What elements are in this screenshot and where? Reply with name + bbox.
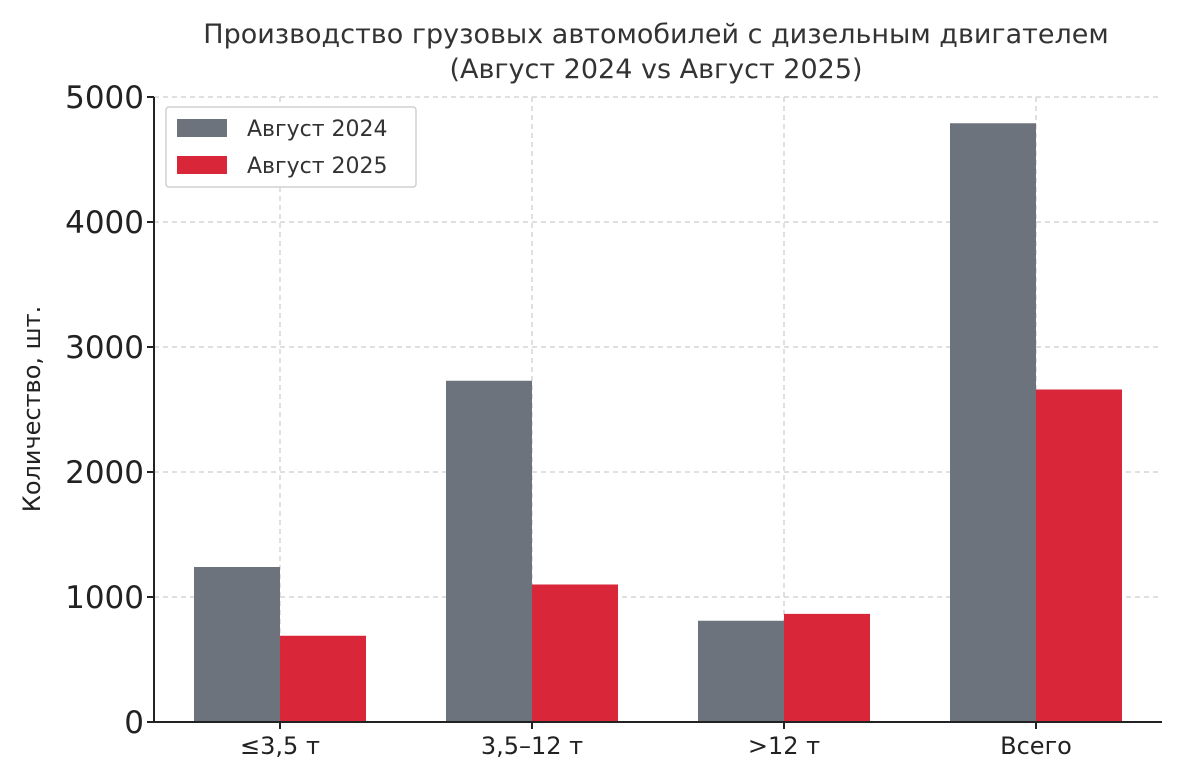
y-axis-label: Количество, шт.	[18, 306, 46, 512]
x-tick-label: Всего	[1000, 732, 1072, 760]
chart-title: Производство грузовых автомобилей с дизе…	[203, 19, 1108, 50]
x-tick-label: >12 т	[748, 732, 820, 760]
bar-2024-1	[446, 380, 532, 722]
bars	[194, 123, 1122, 722]
bar-2024-0	[194, 567, 280, 722]
legend-label-0: Август 2024	[247, 117, 388, 142]
chart-subtitle: (Август 2024 vs Август 2025)	[449, 54, 862, 85]
legend: Август 2024 Август 2025	[165, 106, 417, 188]
y-tick-label: 2000	[65, 455, 144, 491]
x-ticks: ≤3,5 т 3,5–12 т >12 т Всего	[240, 722, 1072, 760]
bar-2025-2	[784, 613, 870, 722]
bar-2025-1	[532, 584, 618, 722]
x-tick-label: 3,5–12 т	[481, 732, 583, 760]
legend-swatch-1	[177, 156, 227, 174]
legend-label-1: Август 2025	[247, 154, 388, 179]
y-tick-label: 5000	[65, 80, 144, 116]
y-tick-label: 0	[124, 705, 144, 741]
bar-2025-3	[1036, 389, 1122, 722]
y-tick-label: 1000	[65, 580, 144, 616]
y-tick-label: 4000	[65, 205, 144, 241]
x-tick-label: ≤3,5 т	[240, 732, 320, 760]
bar-2025-0	[280, 635, 366, 722]
bar-2024-2	[698, 620, 784, 722]
bar-2024-3	[950, 123, 1036, 722]
y-ticks: 0 1000 2000 3000 4000 5000	[65, 80, 154, 741]
y-tick-label: 3000	[65, 330, 144, 366]
legend-swatch-0	[177, 119, 227, 137]
legend-frame	[165, 106, 417, 188]
